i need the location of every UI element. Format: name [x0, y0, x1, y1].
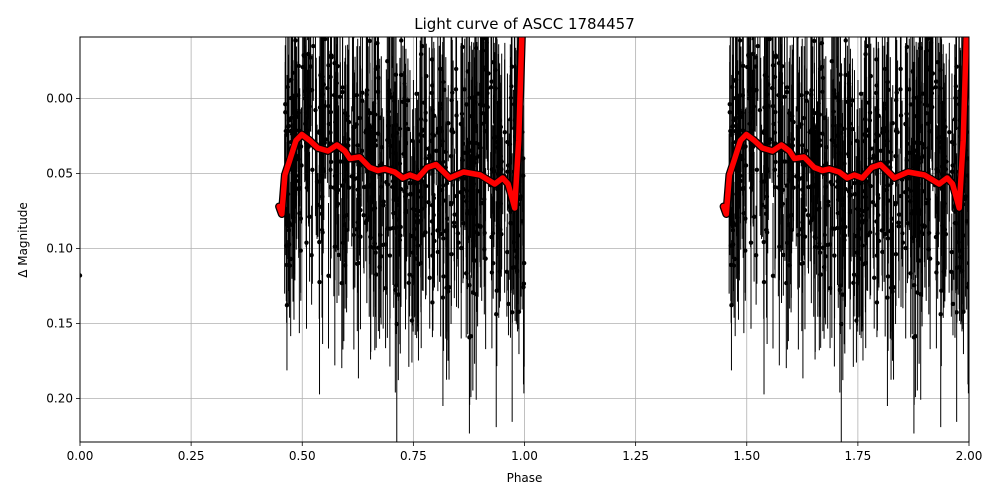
x-tick-label: 0.25: [178, 449, 205, 463]
y-tick-label: 0.10: [46, 242, 73, 256]
y-tick-label: 0.15: [46, 317, 73, 331]
x-tick-label: 1.00: [511, 449, 538, 463]
x-tick-label: 0.75: [400, 449, 427, 463]
chart-title: Light curve of ASCC 1784457: [414, 15, 635, 33]
y-tick-label: 0.20: [46, 392, 73, 406]
y-axis-label: Δ Magnitude: [16, 202, 30, 278]
smoothed-curve: [275, 37, 969, 218]
x-tick-label: 1.25: [622, 449, 649, 463]
observation-points: [80, 37, 969, 442]
x-tick-label: 1.50: [733, 449, 760, 463]
y-axis-ticks: 0.00 0.05 0.10 0.15 0.20: [46, 92, 80, 406]
y-tick-label: 0.00: [46, 92, 73, 106]
x-axis-ticks: 0.00 0.25 0.50 0.75 1.00 1.25 1.50 1.75 2.00: [67, 442, 983, 463]
x-axis-label: Phase: [507, 471, 543, 485]
x-tick-label: 0.50: [289, 449, 316, 463]
x-tick-label: 0.00: [67, 449, 94, 463]
y-tick-label: 0.05: [46, 167, 73, 181]
x-tick-label: 2.00: [956, 449, 983, 463]
x-tick-label: 1.75: [845, 449, 872, 463]
